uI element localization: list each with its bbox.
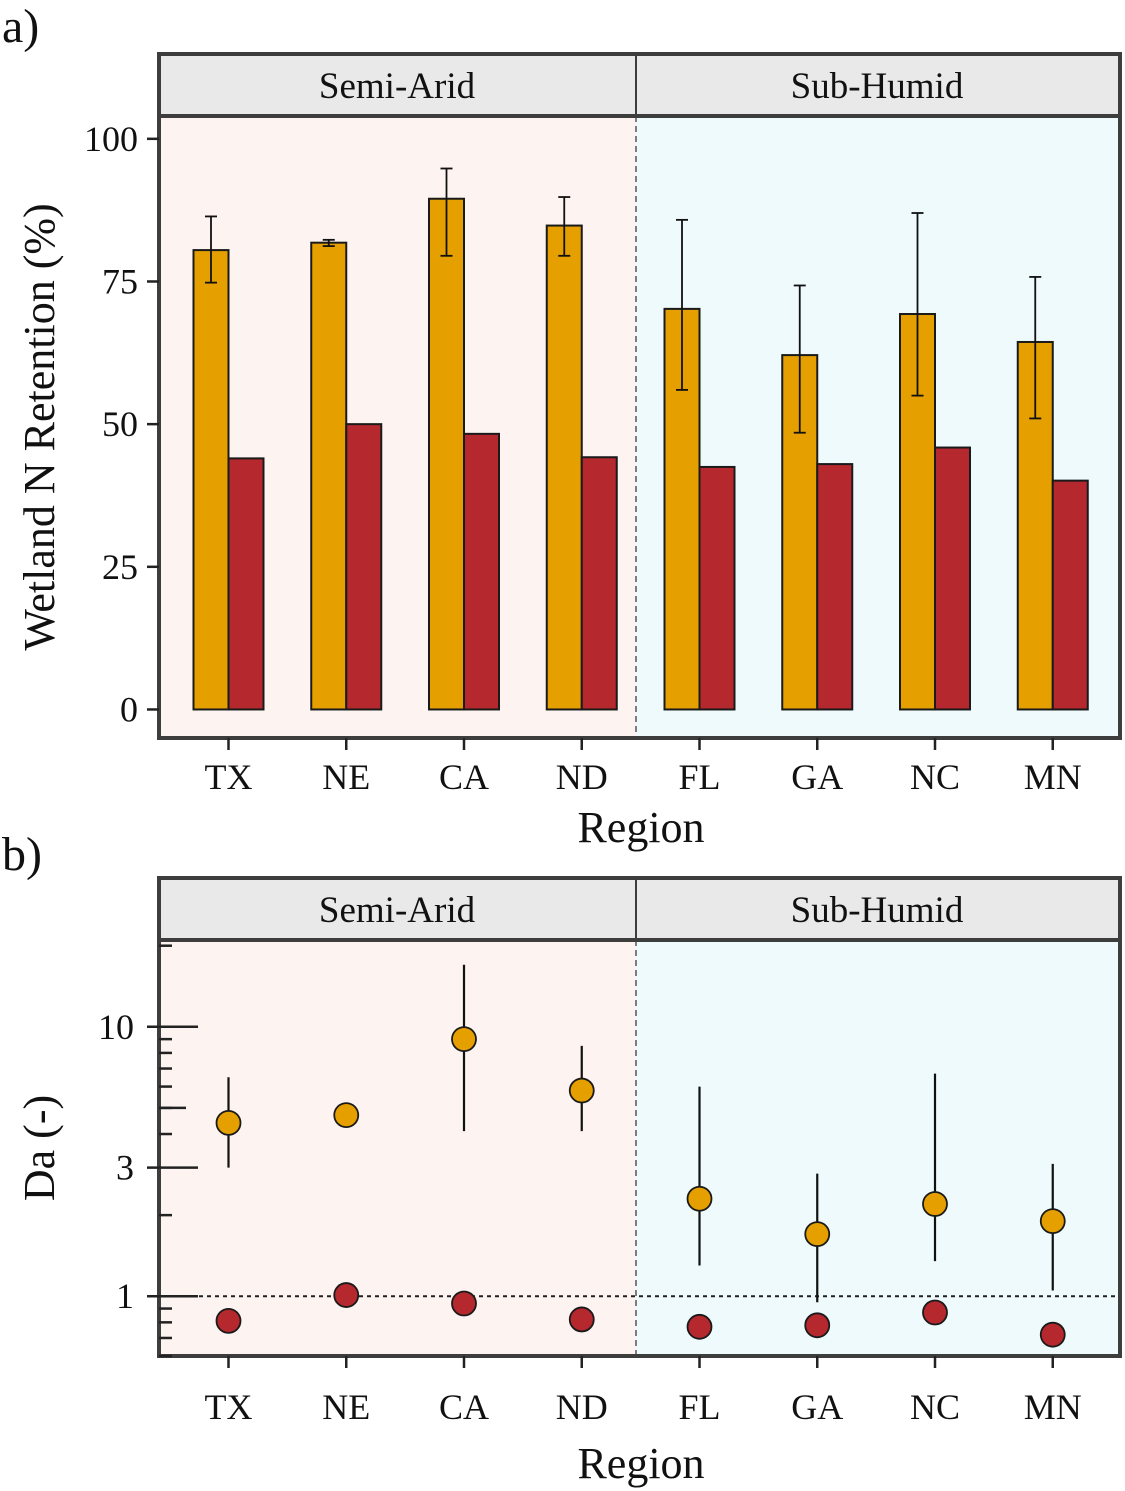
y-tick-label-1: 1 <box>116 1276 134 1316</box>
y-tick-label-3: 3 <box>116 1148 134 1188</box>
x-tick-label-nc: NC <box>910 757 960 797</box>
y-tick-label-25: 25 <box>102 547 138 587</box>
point-ga-series-1 <box>804 1221 831 1248</box>
y-tick-label-10: 10 <box>98 1007 134 1047</box>
panel-a-facet-semi-arid: Semi-Arid <box>319 66 476 107</box>
x-tick-label-ne: NE <box>322 757 370 797</box>
panel-b-facet-sub-humid: Sub-Humid <box>791 890 964 931</box>
panel-b-y-axis: 1 3 10 <box>98 944 198 1358</box>
x-tick-label-ga: GA <box>791 1387 843 1427</box>
point-mn-series-2 <box>1039 1321 1066 1348</box>
panel-b-label: b) <box>2 828 42 881</box>
x-tick-label-tx: TX <box>205 757 253 797</box>
point-ne-series-2 <box>333 1282 360 1308</box>
panel-a-bars <box>192 167 1089 711</box>
x-tick-label-fl: FL <box>678 1387 720 1427</box>
point-tx-series-1 <box>215 1109 242 1136</box>
y-tick-label-50: 50 <box>102 404 138 444</box>
panel-a-facet-sub-humid: Sub-Humid <box>791 66 964 107</box>
bar-fl-series-2 <box>698 465 736 711</box>
y-tick-label-75: 75 <box>102 261 138 301</box>
bar-nd-series-2 <box>580 456 618 711</box>
panel-b-y-title: Da (-) <box>15 1095 64 1201</box>
x-tick-label-ca: CA <box>439 1387 489 1427</box>
panel-a-y-title: Wetland N Retention (%) <box>15 203 64 650</box>
bar-ca-series-2 <box>463 432 500 711</box>
x-tick-label-mn: MN <box>1024 1387 1082 1427</box>
bar-nc-series-2 <box>934 446 971 711</box>
point-ne-series-1 <box>333 1102 360 1129</box>
bar-tx-series-2 <box>227 457 265 711</box>
panel-b-sub-humid-background <box>636 940 1120 1356</box>
panel-a-y-axis: 0 25 50 75 100 <box>84 119 159 729</box>
x-tick-label-ga: GA <box>791 757 843 797</box>
point-nd-series-1 <box>568 1077 595 1104</box>
panel-b-facet-semi-arid: Semi-Arid <box>319 890 476 931</box>
x-tick-label-tx: TX <box>205 1387 253 1427</box>
x-tick-label-nc: NC <box>910 1387 960 1427</box>
x-tick-label-ne: NE <box>322 1387 370 1427</box>
panel-a-x-title: Region <box>577 803 704 852</box>
point-tx-series-2 <box>215 1307 242 1334</box>
bar-ne-series-2 <box>345 423 383 711</box>
y-tick-label-100: 100 <box>84 119 138 159</box>
bar-mn-series-2 <box>1051 479 1089 711</box>
bar-ne-series-1 <box>310 241 348 711</box>
point-fl-series-1 <box>686 1185 713 1212</box>
y-tick-label-0: 0 <box>120 689 138 729</box>
panel-b-x-title: Region <box>577 1439 704 1488</box>
panel-b-semi-arid-background <box>159 940 636 1356</box>
x-tick-label-ca: CA <box>439 757 489 797</box>
bar-ga-series-2 <box>816 463 854 711</box>
point-ca-series-2 <box>451 1290 477 1317</box>
panel-a-label: a) <box>2 0 39 53</box>
panel-b-x-axis: TX NE CA ND FL GA NC MN <box>205 1356 1082 1427</box>
point-mn-series-1 <box>1039 1208 1066 1235</box>
panel-b-points <box>215 964 1066 1348</box>
point-ga-series-2 <box>804 1312 831 1339</box>
x-tick-label-mn: MN <box>1024 757 1082 797</box>
point-nc-series-2 <box>922 1299 948 1326</box>
point-nd-series-2 <box>568 1306 595 1333</box>
point-nc-series-1 <box>922 1191 948 1217</box>
point-fl-series-2 <box>686 1313 713 1340</box>
x-tick-label-nd: ND <box>556 1387 608 1427</box>
bar-ca-series-1 <box>428 197 465 711</box>
x-tick-label-fl: FL <box>678 757 720 797</box>
bar-nd-series-1 <box>545 224 583 711</box>
bar-tx-series-1 <box>192 249 230 711</box>
panel-a-x-axis: TX NE CA ND FL GA NC MN <box>205 738 1082 797</box>
panel-a: a) Semi-Arid Sub-Humid 0 25 50 75 100 TX NE CA… <box>2 0 1122 852</box>
panel-a-strip <box>157 52 1122 118</box>
point-ca-series-1 <box>451 1026 477 1053</box>
panel-b: b) Semi-Arid Sub-Humid 1 3 10 TX NE CA ND FL GA… <box>2 828 1122 1488</box>
x-tick-label-nd: ND <box>556 757 608 797</box>
panel-b-strip <box>157 876 1122 942</box>
